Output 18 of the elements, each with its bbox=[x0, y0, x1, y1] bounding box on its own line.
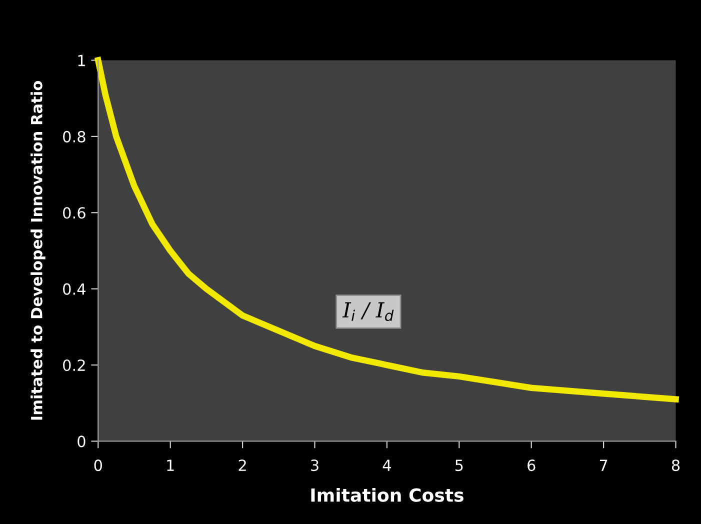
x-tick-label: 4 bbox=[382, 460, 391, 471]
y-tick-label: 0.4 bbox=[63, 283, 86, 295]
x-tick-label: 6 bbox=[528, 460, 536, 472]
y-tick-label: 1 bbox=[78, 54, 85, 66]
y-tick-label: 0.2 bbox=[63, 359, 85, 372]
x-tick-label: 5 bbox=[455, 460, 463, 472]
x-axis-title: Imitation Costs bbox=[311, 488, 464, 502]
x-tick-label: 0 bbox=[94, 460, 102, 472]
x-tick-label: 8 bbox=[672, 460, 680, 472]
annotation: I$_{i}$ / I$_{d}$ bbox=[342, 302, 394, 322]
y-axis-title: Imitated to Developed Innovation Ratio bbox=[30, 81, 46, 420]
x-tick-label: 3 bbox=[311, 460, 318, 472]
x-tick-label: 7 bbox=[600, 460, 608, 471]
y-tick-label: 0 bbox=[78, 436, 86, 448]
x-tick-label: 2 bbox=[238, 460, 246, 471]
x-tick-label: 1 bbox=[167, 460, 174, 471]
y-tick-label: 0.8 bbox=[63, 130, 86, 142]
y-tick-label: 0.6 bbox=[63, 207, 86, 219]
